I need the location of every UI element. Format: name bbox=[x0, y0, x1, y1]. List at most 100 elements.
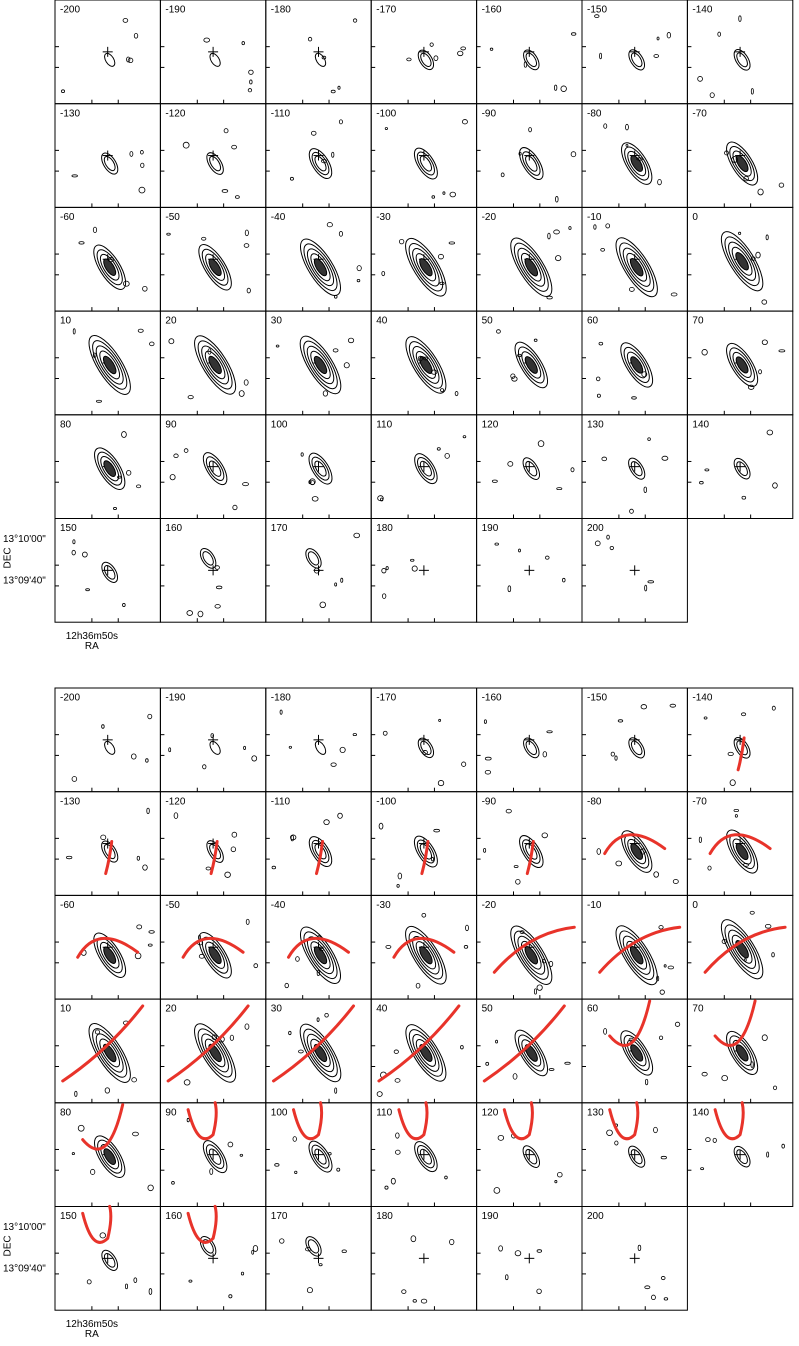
noise bbox=[772, 1085, 778, 1091]
contour bbox=[628, 737, 646, 759]
noise bbox=[377, 495, 384, 502]
noise bbox=[742, 863, 750, 867]
noise bbox=[707, 865, 712, 871]
contour bbox=[92, 1028, 128, 1078]
noise bbox=[340, 577, 344, 583]
contour bbox=[300, 926, 341, 984]
noise bbox=[700, 1167, 705, 1171]
noise bbox=[188, 1279, 193, 1283]
noise bbox=[168, 338, 175, 345]
contour bbox=[313, 258, 328, 277]
noise bbox=[148, 1288, 153, 1295]
contour bbox=[314, 52, 327, 67]
noise bbox=[712, 1137, 717, 1143]
noise bbox=[765, 234, 769, 241]
fit-curve bbox=[420, 840, 430, 876]
noise bbox=[316, 1017, 320, 1022]
velocity-label: -60 bbox=[60, 212, 75, 223]
noise bbox=[376, 1091, 383, 1097]
noise bbox=[381, 568, 387, 574]
contour bbox=[735, 252, 749, 271]
velocity-label: 150 bbox=[60, 1211, 77, 1222]
velocity-label: 50 bbox=[482, 316, 494, 327]
velocity-label: -140 bbox=[692, 693, 712, 704]
noise bbox=[596, 393, 601, 398]
noise bbox=[484, 756, 492, 761]
velocity-label: -40 bbox=[271, 900, 286, 911]
contour bbox=[96, 249, 123, 286]
noise bbox=[568, 226, 572, 230]
noise bbox=[595, 376, 601, 382]
velocity-label: 140 bbox=[692, 1107, 709, 1118]
velocity-label: 80 bbox=[60, 1107, 72, 1118]
velocity-label: 130 bbox=[587, 1107, 604, 1118]
noise bbox=[496, 329, 501, 334]
contour bbox=[629, 946, 644, 965]
contour bbox=[731, 246, 753, 276]
velocity-label: -190 bbox=[165, 5, 185, 16]
noise bbox=[137, 328, 144, 333]
velocity-label: -20 bbox=[482, 900, 497, 911]
velocity-label: -70 bbox=[692, 108, 707, 119]
noise bbox=[448, 241, 456, 245]
contour bbox=[630, 52, 643, 68]
noise bbox=[555, 196, 559, 203]
fit-curve bbox=[492, 925, 576, 974]
noise bbox=[528, 127, 532, 133]
contour bbox=[311, 1144, 330, 1169]
contour bbox=[93, 932, 127, 978]
noise bbox=[514, 1250, 522, 1257]
noise bbox=[71, 776, 78, 782]
noise bbox=[142, 864, 148, 871]
ra-tick-label: 12h36m50s bbox=[66, 631, 118, 642]
noise bbox=[670, 292, 678, 297]
noise bbox=[336, 1167, 341, 1172]
contour bbox=[720, 919, 764, 980]
contour bbox=[732, 838, 752, 865]
noise bbox=[168, 747, 172, 753]
contour bbox=[525, 52, 538, 68]
contour bbox=[420, 740, 432, 755]
noise bbox=[721, 1074, 728, 1082]
contour bbox=[732, 1039, 752, 1066]
velocity-label: 140 bbox=[692, 419, 709, 430]
contour bbox=[517, 1034, 545, 1072]
noise bbox=[449, 1238, 455, 1246]
noise bbox=[77, 1124, 85, 1132]
noise bbox=[410, 1235, 417, 1243]
contour bbox=[103, 460, 117, 478]
contour bbox=[525, 843, 538, 860]
contour bbox=[102, 355, 117, 375]
velocity-label: 0 bbox=[692, 900, 698, 911]
noise bbox=[593, 224, 597, 230]
noise bbox=[86, 1279, 92, 1285]
noise bbox=[126, 470, 132, 476]
noise bbox=[227, 1141, 234, 1148]
noise bbox=[437, 253, 444, 260]
contour bbox=[415, 351, 437, 379]
fit-curve bbox=[392, 936, 456, 959]
contour bbox=[198, 932, 232, 979]
panel bbox=[581, 518, 688, 623]
velocity-label: -140 bbox=[692, 5, 712, 16]
contour bbox=[419, 460, 432, 477]
contour bbox=[630, 843, 644, 860]
noise bbox=[223, 128, 229, 134]
noise bbox=[72, 328, 76, 335]
velocity-label: -10 bbox=[587, 900, 602, 911]
noise bbox=[442, 191, 446, 195]
noise bbox=[78, 241, 85, 245]
velocity-label: 90 bbox=[165, 1107, 177, 1118]
fit-curve bbox=[502, 1101, 534, 1141]
noise bbox=[663, 964, 667, 968]
noise bbox=[244, 229, 249, 237]
contour bbox=[412, 248, 440, 287]
noise bbox=[570, 32, 577, 36]
noise bbox=[294, 1170, 298, 1174]
contour bbox=[731, 934, 753, 964]
fit-curve bbox=[61, 1004, 145, 1083]
noise bbox=[279, 709, 283, 715]
contour bbox=[208, 1148, 222, 1165]
noise bbox=[292, 1136, 297, 1142]
noise bbox=[766, 1151, 770, 1158]
